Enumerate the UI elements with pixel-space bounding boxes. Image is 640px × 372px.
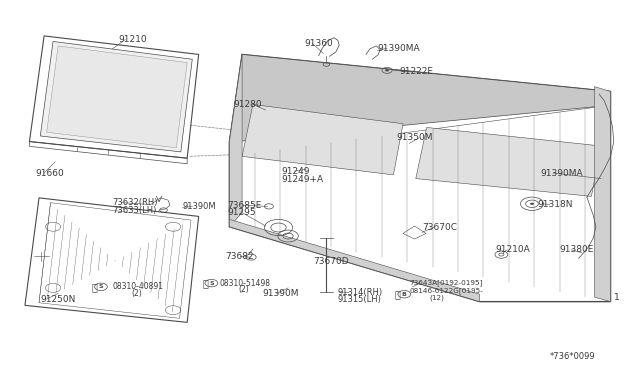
Text: 73670D: 73670D — [314, 257, 349, 266]
Text: 91249+A: 91249+A — [282, 175, 324, 184]
Text: Ⓢ: Ⓢ — [92, 282, 97, 292]
Text: 91249: 91249 — [282, 167, 310, 176]
Text: B: B — [402, 292, 407, 297]
Text: 91280: 91280 — [234, 100, 262, 109]
Text: 91315(LH): 91315(LH) — [338, 295, 381, 304]
Text: 91210A: 91210A — [495, 245, 531, 254]
Text: (2): (2) — [132, 289, 142, 298]
Polygon shape — [229, 219, 479, 302]
Text: 91390MA: 91390MA — [378, 44, 420, 52]
Text: 91390M: 91390M — [182, 202, 216, 211]
Text: *736*0099: *736*0099 — [550, 352, 596, 361]
Text: 08310-51498: 08310-51498 — [219, 279, 270, 288]
Polygon shape — [47, 46, 187, 148]
Text: 91390MA: 91390MA — [540, 169, 583, 177]
Text: 73632(RH): 73632(RH) — [113, 198, 158, 207]
Text: 73670C: 73670C — [422, 223, 457, 232]
Text: 91295: 91295 — [227, 208, 256, 217]
Text: 91390M: 91390M — [262, 289, 299, 298]
Text: 91360: 91360 — [304, 39, 333, 48]
Polygon shape — [416, 128, 601, 196]
Circle shape — [530, 203, 534, 205]
Polygon shape — [229, 54, 242, 227]
Polygon shape — [595, 87, 611, 302]
Text: S: S — [99, 284, 103, 289]
Text: S: S — [209, 280, 214, 286]
Text: 91222E: 91222E — [400, 67, 434, 76]
Text: 08146-6122G[0195-: 08146-6122G[0195- — [410, 287, 483, 294]
Text: Ⓑ: Ⓑ — [395, 289, 401, 299]
Text: 91314(RH): 91314(RH) — [338, 288, 383, 297]
Text: 08310-40891: 08310-40891 — [113, 282, 163, 291]
Text: Ⓢ: Ⓢ — [202, 278, 208, 288]
Text: 73685E: 73685E — [227, 201, 262, 210]
Text: 1: 1 — [614, 294, 620, 302]
Polygon shape — [40, 41, 192, 152]
Polygon shape — [242, 105, 403, 175]
Text: 91660: 91660 — [36, 169, 65, 177]
Circle shape — [385, 69, 389, 71]
Text: (2): (2) — [238, 285, 249, 294]
Text: 73682: 73682 — [225, 252, 254, 261]
Text: 91250N: 91250N — [40, 295, 76, 304]
Text: 73633(LH): 73633(LH) — [113, 206, 157, 215]
Text: (12): (12) — [430, 295, 445, 301]
Text: 91210: 91210 — [119, 35, 147, 44]
Text: 73643A[0192-0195]: 73643A[0192-0195] — [410, 280, 483, 286]
Text: 91318N: 91318N — [537, 200, 573, 209]
Text: 91380E: 91380E — [559, 245, 594, 254]
Polygon shape — [229, 54, 611, 142]
Text: 91350M: 91350M — [397, 133, 433, 142]
